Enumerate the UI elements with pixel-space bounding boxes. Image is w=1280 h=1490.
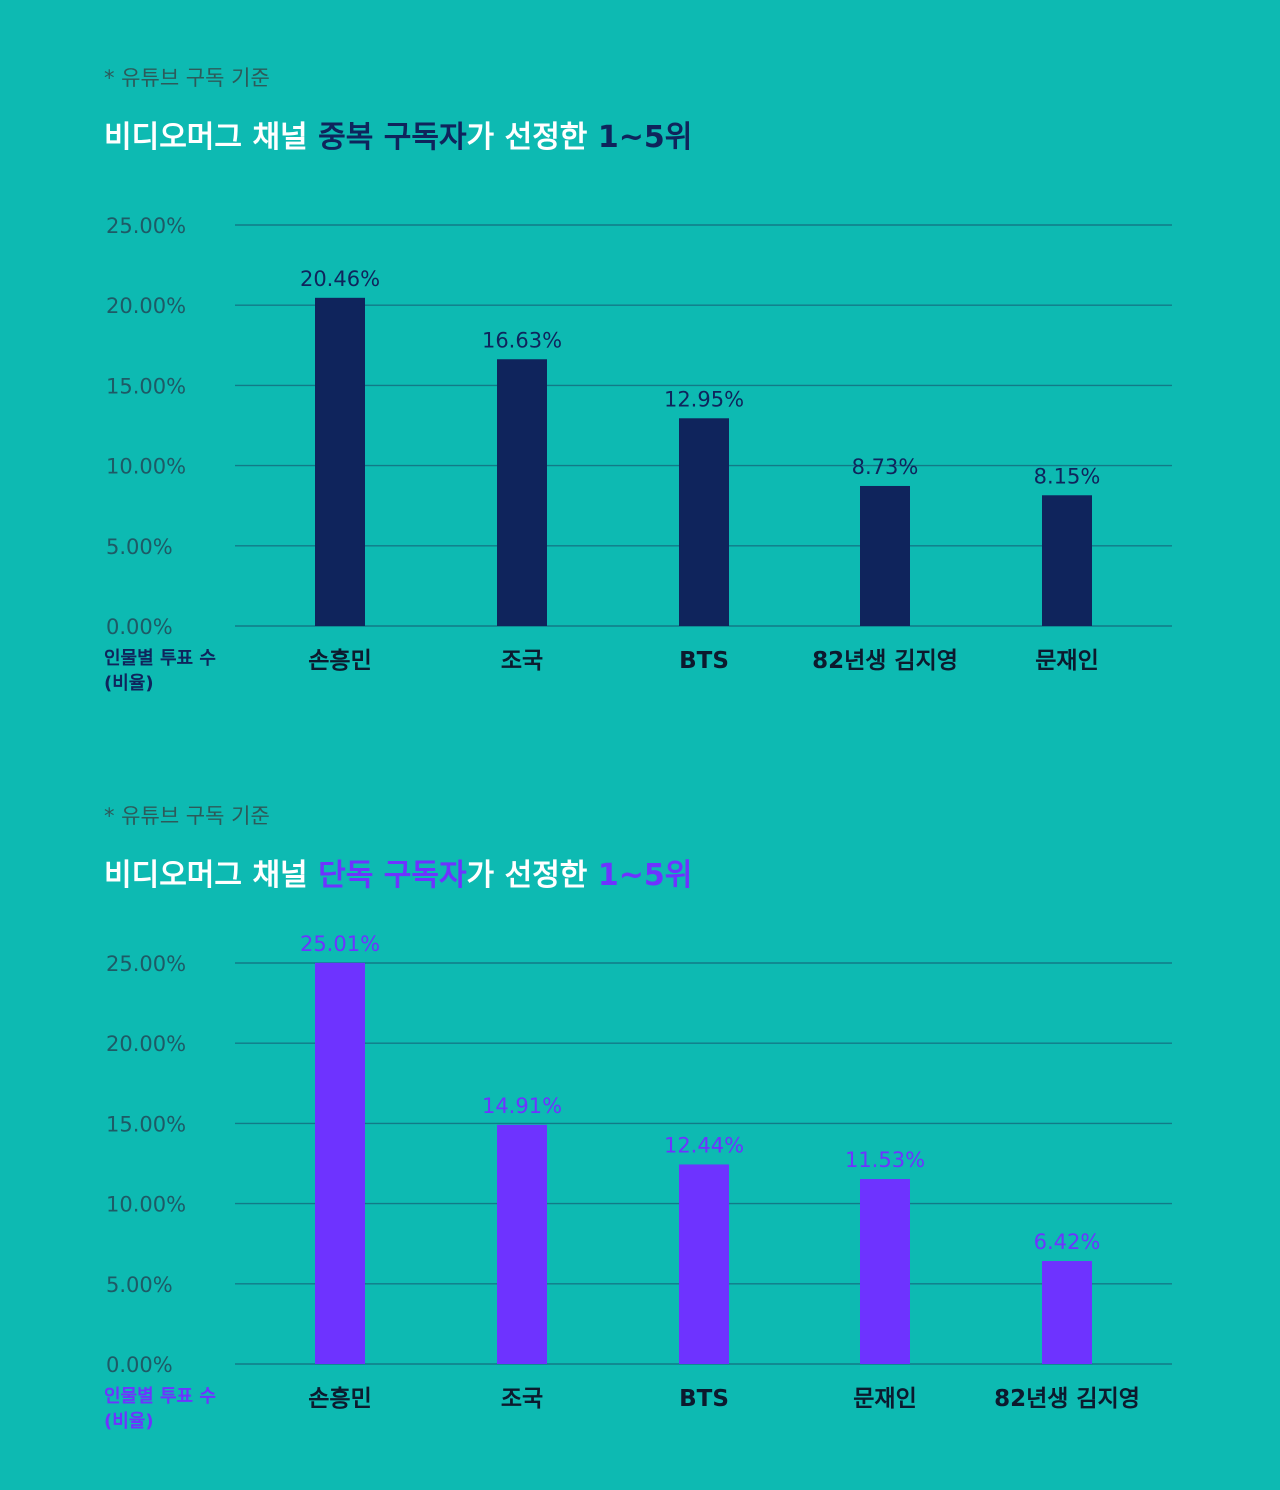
data-label: 8.73%: [852, 455, 919, 479]
y-tick-label: 10.00%: [106, 455, 186, 479]
category-label: 82년생 김지영: [994, 1386, 1140, 1412]
title-part-middle: 가 선정한: [466, 858, 598, 893]
category-label: BTS: [679, 648, 729, 674]
bar: [497, 1124, 547, 1364]
chart-title: 비디오머그 채널 중복 구독자가 선정한 1~5위: [104, 112, 692, 156]
bar: [497, 359, 547, 626]
title-part-middle: 가 선정한: [466, 120, 598, 155]
y-tick-label: 0.00%: [106, 615, 173, 639]
bar: [315, 962, 365, 1364]
title-part-prefix: 비디오머그 채널: [104, 858, 319, 893]
data-label: 16.63%: [482, 328, 562, 352]
y-tick-label: 0.00%: [106, 1353, 173, 1377]
category-label: 문재인: [1035, 648, 1098, 674]
title-part-highlight: 단독 구독자: [318, 858, 467, 893]
category-label: 조국: [501, 1386, 543, 1412]
y-tick-label: 5.00%: [106, 535, 173, 559]
category-label: 조국: [501, 648, 543, 674]
data-label: 6.42%: [1034, 1230, 1101, 1254]
y-tick-label: 20.00%: [106, 1032, 186, 1056]
bar-chart-overlap: 0.00% 5.00% 10.00% 15.00% 20.00% 25.00% 20.46%…: [106, 214, 1172, 674]
y-axis-label: 인물별 투표 수 (비율): [104, 646, 216, 696]
y-tick-label: 20.00%: [106, 294, 186, 318]
data-label: 14.91%: [482, 1094, 562, 1118]
y-axis-label-line-1: 인물별 투표 수: [104, 648, 216, 669]
chart-title: 비디오머그 채널 단독 구독자가 선정한 1~5위: [104, 850, 692, 894]
y-tick-label: 25.00%: [106, 952, 186, 976]
category-label: 손흥민: [308, 1386, 371, 1412]
y-tick-label: 15.00%: [106, 374, 186, 398]
bar: [1042, 495, 1092, 626]
source-note: * 유튜브 구독 기준: [104, 66, 270, 90]
title-part-prefix: 비디오머그 채널: [104, 120, 319, 155]
data-label: 12.95%: [664, 387, 744, 411]
title-part-rank: 1~5위: [597, 858, 693, 893]
y-tick-label: 10.00%: [106, 1193, 186, 1217]
data-label: 12.44%: [664, 1133, 744, 1157]
y-axis-label: 인물별 투표 수 (비율): [104, 1384, 216, 1434]
y-axis-label-line-2: (비율): [104, 673, 154, 694]
bar: [860, 1179, 910, 1364]
bar-chart-exclusive: 0.00% 5.00% 10.00% 15.00% 20.00% 25.00% 25.01%…: [106, 932, 1172, 1412]
bar: [1042, 1261, 1092, 1364]
bar: [679, 418, 729, 626]
data-label: 20.46%: [300, 267, 380, 291]
chart-panel-overlap: * 유튜브 구독 기준 비디오머그 채널 중복 구독자가 선정한 1~5위 0.…: [0, 0, 1280, 740]
bar: [315, 297, 365, 626]
data-label: 11.53%: [845, 1148, 925, 1172]
category-label: 82년생 김지영: [812, 648, 958, 674]
y-tick-label: 25.00%: [106, 214, 186, 238]
category-label: 문재인: [853, 1386, 916, 1412]
source-note: * 유튜브 구독 기준: [104, 804, 270, 828]
category-label: 손흥민: [308, 648, 371, 674]
data-label: 25.01%: [300, 932, 380, 956]
y-axis-label-line-2: (비율): [104, 1411, 154, 1432]
y-axis-label-line-1: 인물별 투표 수: [104, 1386, 216, 1407]
bar: [860, 485, 910, 626]
y-tick-label: 15.00%: [106, 1112, 186, 1136]
title-part-rank: 1~5위: [597, 120, 693, 155]
data-label: 8.15%: [1034, 464, 1101, 488]
category-label: BTS: [679, 1386, 729, 1412]
bar: [679, 1164, 729, 1364]
y-tick-label: 5.00%: [106, 1273, 173, 1297]
chart-panel-exclusive: * 유튜브 구독 기준 비디오머그 채널 단독 구독자가 선정한 1~5위 0.…: [0, 738, 1280, 1490]
title-part-highlight: 중복 구독자: [318, 120, 467, 155]
